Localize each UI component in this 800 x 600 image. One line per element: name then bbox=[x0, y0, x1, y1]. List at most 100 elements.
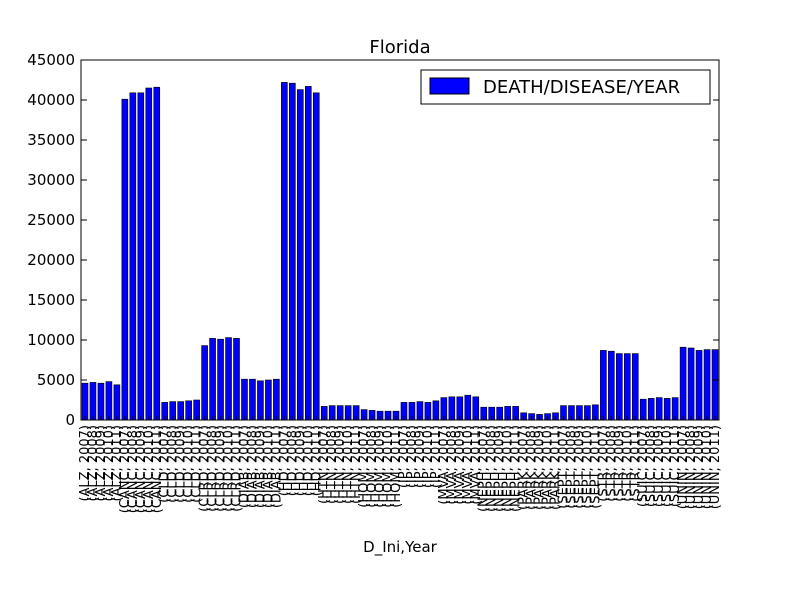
x-tick-label: (CLD, 2007) bbox=[158, 425, 173, 503]
bar bbox=[711, 349, 719, 421]
x-tick-label: (UNIN, 2010) bbox=[700, 425, 715, 509]
x-tick-label: (MVA, 2009) bbox=[453, 425, 468, 505]
x-tick-label: (UNIN, 2008) bbox=[684, 425, 699, 509]
x-tick-label: (CLD, 2010) bbox=[182, 425, 197, 503]
bar bbox=[145, 87, 153, 421]
bar bbox=[249, 378, 256, 421]
x-tick-label: (SEPT, 2008) bbox=[564, 425, 579, 509]
x-tick-label: (IP, 2010) bbox=[421, 425, 436, 488]
x-tick-label: (SEPT, 2011) bbox=[588, 425, 603, 509]
x-tick-label: (HD, 2009) bbox=[293, 425, 308, 496]
bar bbox=[297, 89, 304, 421]
x-tick-label: (CLRD, 2008) bbox=[206, 425, 221, 512]
x-tick-label: (CLRD, 2010) bbox=[222, 425, 237, 512]
x-tick-label: (CANC, 2009) bbox=[134, 425, 149, 513]
bar bbox=[257, 380, 264, 421]
y-tick-label: 45000 bbox=[27, 51, 75, 69]
x-tick-label: (PARK, 2007) bbox=[517, 425, 532, 510]
x-tick-label: (PARK, 2008) bbox=[525, 425, 540, 510]
x-tick-label: (SUIC, 2008) bbox=[644, 425, 659, 507]
bar bbox=[113, 384, 121, 421]
bar bbox=[209, 338, 216, 421]
x-tick-label: (ALZ, 2011) bbox=[110, 425, 125, 502]
x-tick-label: (CLD, 2008) bbox=[166, 425, 181, 503]
x-tick-label: (IP, 2009) bbox=[413, 425, 428, 488]
bar bbox=[217, 338, 224, 421]
x-axis-label: D_Ini,Year bbox=[363, 538, 438, 557]
x-tick-label: (SEPT, 2010) bbox=[580, 425, 595, 509]
bar bbox=[225, 337, 232, 421]
x-tick-label: (STR, 2008) bbox=[604, 425, 619, 502]
y-tick-label: 0 bbox=[65, 411, 75, 429]
x-tick-label: (STR, 2011) bbox=[628, 425, 643, 502]
x-tick-label: (ALZ, 2010) bbox=[102, 425, 117, 502]
x-tick-label: (HTN, 2007) bbox=[317, 425, 332, 504]
y-tick-label: 40000 bbox=[27, 91, 75, 109]
bar bbox=[265, 379, 272, 421]
x-tick-label: (CLD, 2009) bbox=[174, 425, 189, 503]
x-tick-label: (CLD, 2011) bbox=[190, 425, 205, 503]
x-tick-label: (ALZ, 2007) bbox=[78, 425, 93, 502]
plot-frame bbox=[80, 59, 720, 421]
bar bbox=[233, 338, 240, 421]
x-tick-label: (HOM, 2009) bbox=[373, 425, 388, 508]
x-tick-label: (STR, 2010) bbox=[620, 425, 635, 502]
bar bbox=[97, 382, 105, 421]
bar bbox=[281, 82, 288, 421]
x-tick-label: (HTN, 2011) bbox=[349, 425, 364, 504]
x-tick-label: (NEPH, 2009) bbox=[493, 425, 508, 512]
x-tick-label: (HD, 2008) bbox=[285, 425, 300, 496]
bar bbox=[679, 346, 687, 421]
x-tick-label: (PARK, 2010) bbox=[541, 425, 556, 510]
legend-swatch bbox=[429, 77, 470, 95]
y-tick-label: 30000 bbox=[27, 171, 75, 189]
x-tick-label: (HOM, 2011) bbox=[389, 425, 404, 508]
x-tick-label: (NEPH, 2010) bbox=[501, 425, 516, 512]
x-tick-label: (PARK, 2009) bbox=[533, 425, 548, 510]
x-tick-label: (DIAB, 2007) bbox=[237, 425, 252, 508]
x-tick-label: (DIAB, 2010) bbox=[261, 425, 276, 508]
x-tick-label: (SUIC, 2007) bbox=[636, 425, 651, 507]
bar bbox=[600, 350, 607, 421]
x-tick-label: (CLRD, 2007) bbox=[198, 425, 213, 512]
y-tick-label: 10000 bbox=[27, 331, 75, 349]
bar bbox=[623, 353, 631, 421]
x-tick-label: (UNIN, 2009) bbox=[692, 425, 707, 509]
bar bbox=[153, 86, 161, 421]
bars-group bbox=[81, 82, 719, 421]
x-tick-label: (IP, 2007) bbox=[397, 425, 412, 488]
x-tick-label: (MVA, 2008) bbox=[445, 425, 460, 505]
chart-title: Florida bbox=[369, 37, 430, 58]
bar bbox=[695, 350, 703, 421]
x-tick-label: (PARK, 2011) bbox=[549, 425, 564, 510]
y-tick-label: 5000 bbox=[37, 371, 75, 389]
x-tick-label: (UNIN, 2011) bbox=[708, 425, 723, 509]
bar bbox=[121, 98, 129, 421]
x-tick-label: (HTN, 2010) bbox=[341, 425, 356, 504]
x-tick-label: (HOM, 2008) bbox=[365, 425, 380, 508]
bar bbox=[703, 349, 711, 421]
x-tick-label: (SUIC, 2010) bbox=[660, 425, 675, 507]
x-tick-label: (IP, 2011) bbox=[429, 425, 444, 488]
x-axis: (ALZ, 2007)(ALZ, 2008)(ALZ, 2009)(ALZ, 2… bbox=[78, 416, 723, 513]
x-tick-label: (DIAB, 2009) bbox=[253, 425, 268, 508]
bar bbox=[129, 92, 137, 421]
y-axis: 0 5000 10000 15000 20000 25000 30000 35000 40000… bbox=[27, 51, 719, 429]
x-tick-label: (DIAB, 2008) bbox=[245, 425, 260, 508]
x-tick-label: (STR, 2007) bbox=[596, 425, 611, 502]
y-tick-label: 15000 bbox=[27, 291, 75, 309]
bar bbox=[608, 350, 615, 421]
bar bbox=[631, 353, 639, 421]
x-tick-label: (CANC, 2010) bbox=[142, 425, 157, 513]
bar bbox=[289, 82, 296, 421]
bar bbox=[312, 92, 320, 421]
x-tick-label: (DIAB, 2011) bbox=[269, 425, 284, 508]
x-tick-label: (MVA, 2010) bbox=[461, 425, 476, 505]
x-tick-label: (HD, 2007) bbox=[277, 425, 292, 496]
x-tick-label: (HOM, 2010) bbox=[381, 425, 396, 508]
legend-label: DEATH/DISEASE/YEAR bbox=[483, 77, 680, 98]
x-tick-label: (SUIC, 2009) bbox=[652, 425, 667, 507]
bar bbox=[137, 92, 145, 421]
x-tick-label: (STR, 2009) bbox=[612, 425, 627, 502]
